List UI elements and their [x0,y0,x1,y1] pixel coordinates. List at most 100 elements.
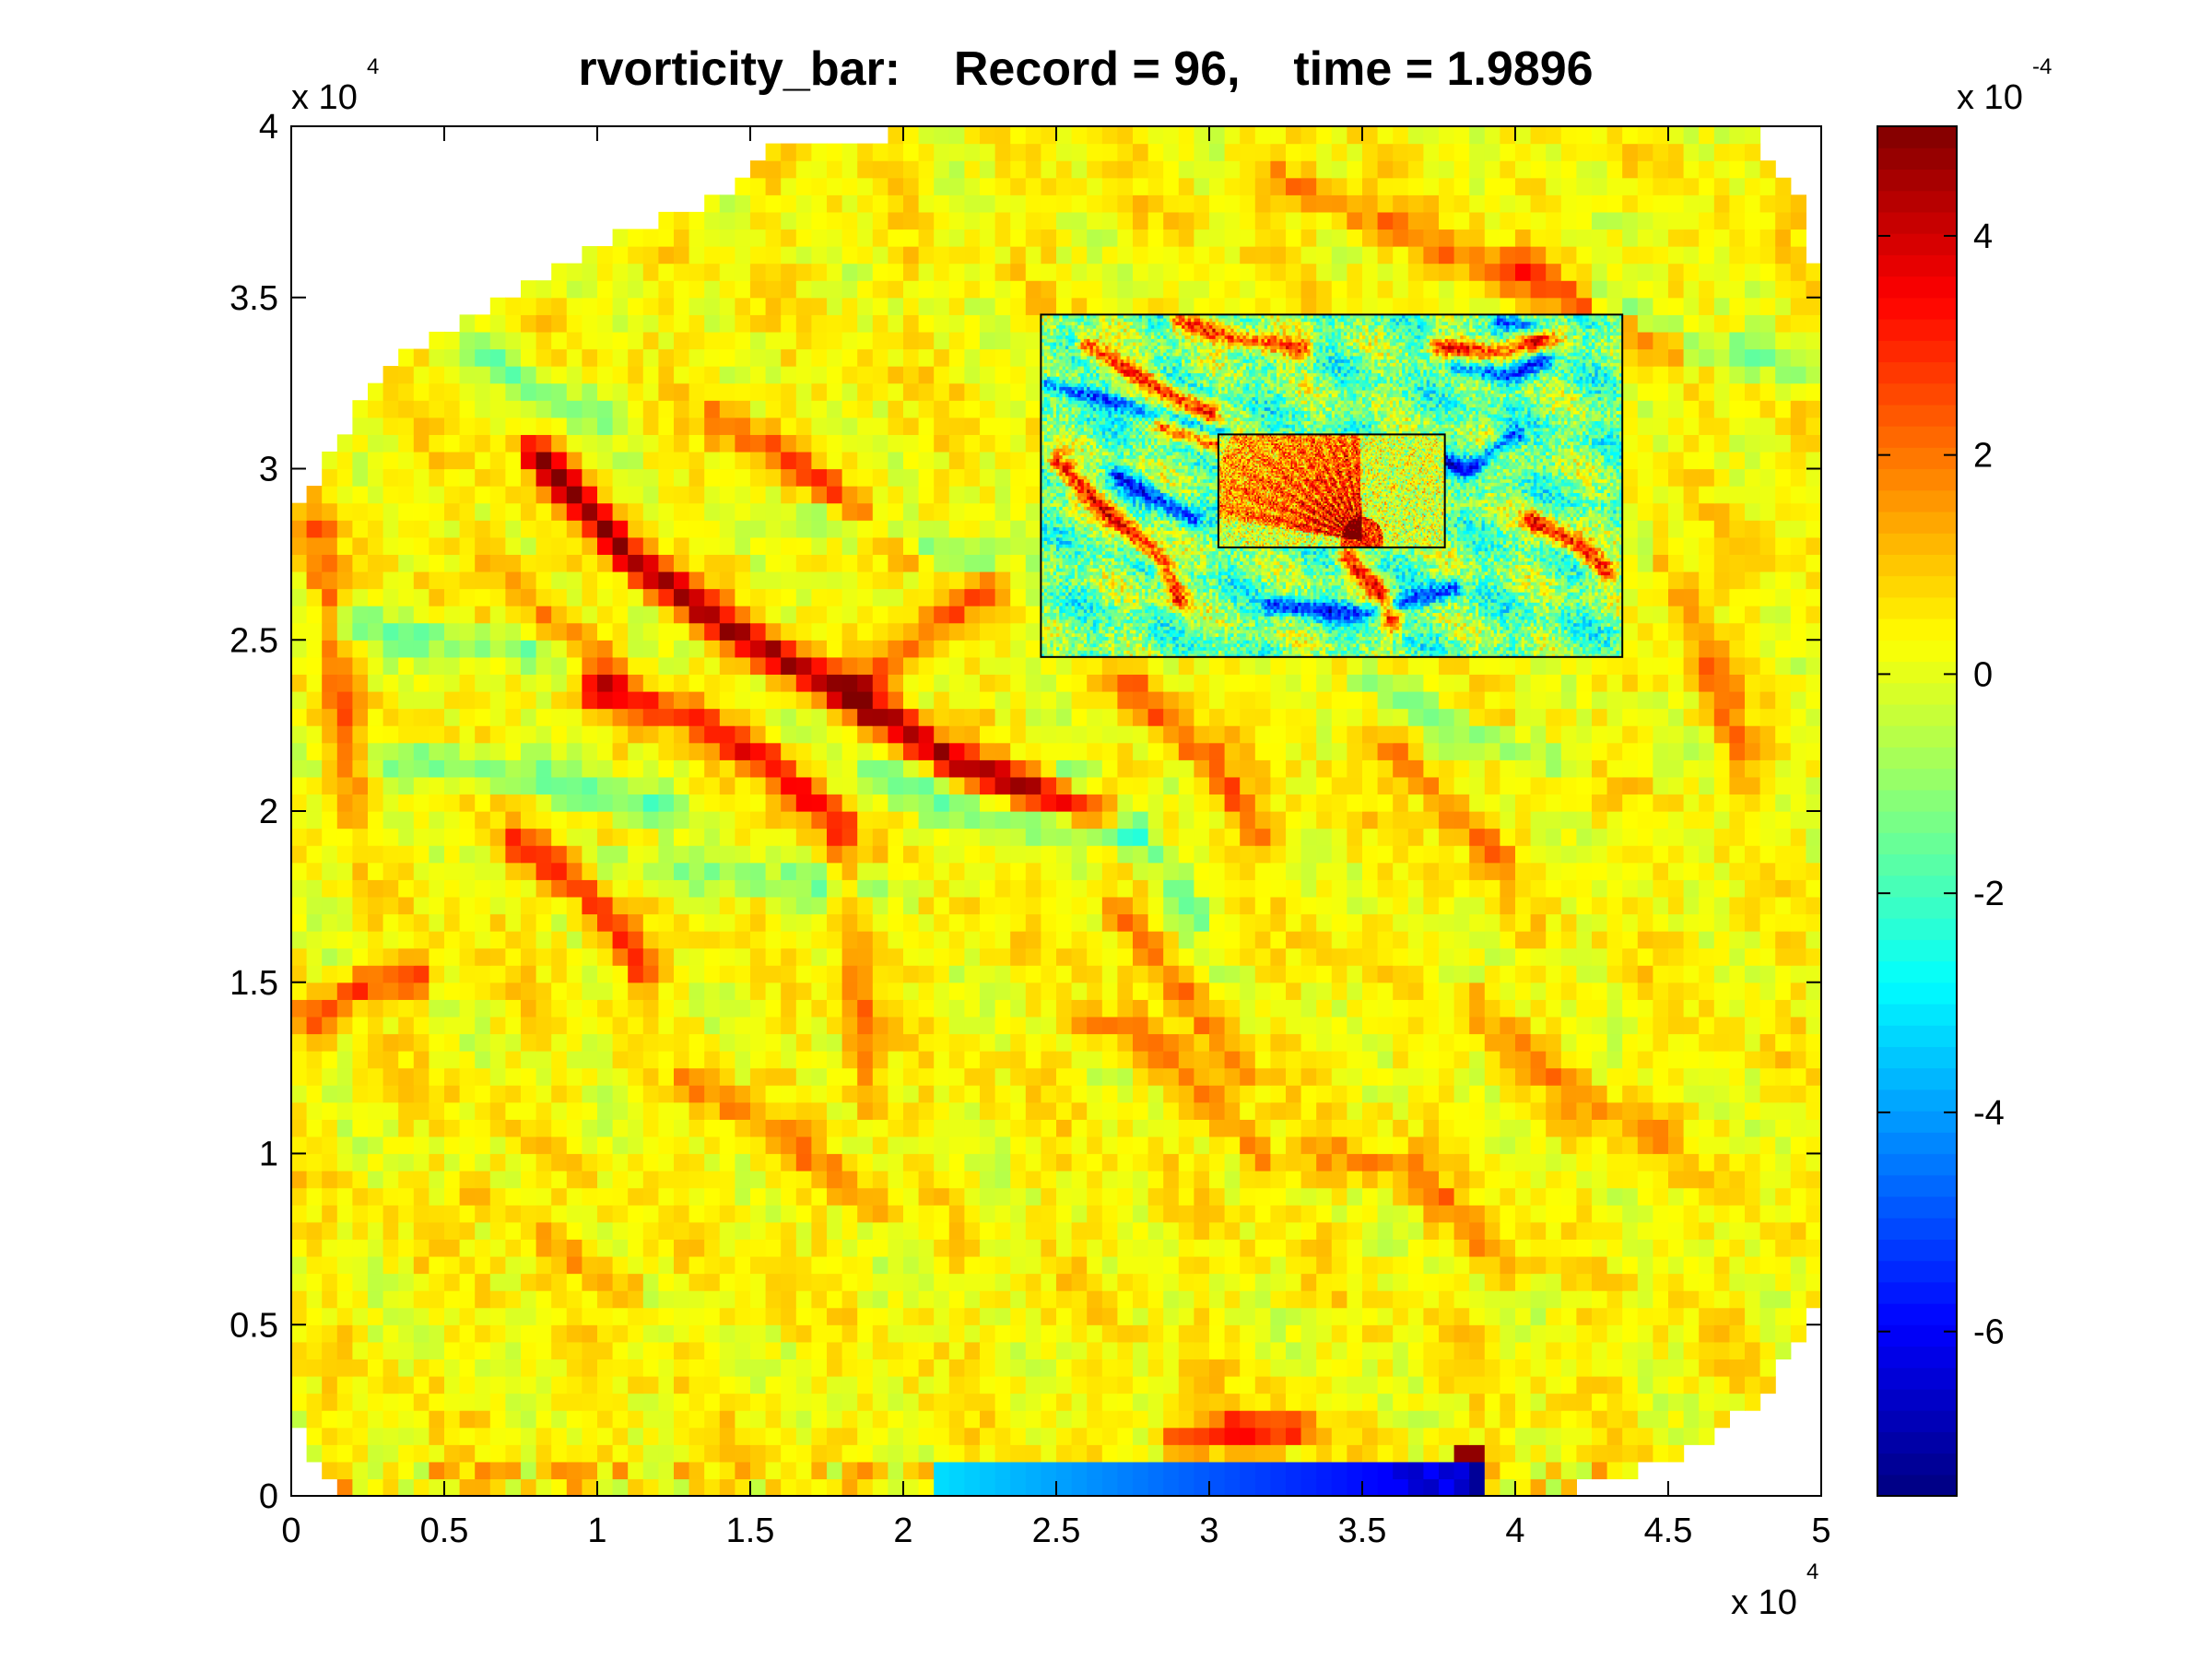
colorbar-axis: 4 2 0 -2 -4 -6 [1877,218,2005,1352]
colorbar-swatch [1877,918,1957,940]
colorbar-tick-label: -2 [1973,875,2005,913]
colorbar-swatch [1877,147,1957,171]
colorbar-multiplier-exponent: -4 [2032,54,2052,79]
nested-grid-1-outline [1040,313,1624,658]
colorbar-swatch [1877,426,1957,448]
colorbar-swatch [1877,1174,1957,1197]
colorbar-swatch [1877,1410,1957,1432]
colorbar-swatch [1877,382,1957,406]
colorbar-swatch [1877,1303,1957,1325]
colorbar-swatch [1877,1431,1957,1454]
x-tick-label: 4.5 [1644,1512,1693,1550]
colorbar-swatch [1877,1132,1957,1155]
colorbar-swatch [1877,297,1957,320]
colorbar-swatch [1877,1067,1957,1090]
colorbar-swatch [1877,1281,1957,1304]
colorbar [1877,126,1957,1497]
colorbar-swatch [1877,1111,1957,1133]
colorbar-swatch [1877,1003,1957,1026]
y-multiplier-exponent: 4 [367,54,379,79]
colorbar-tick-label: -6 [1973,1313,2005,1352]
x-tick-label: 4 [1505,1512,1524,1550]
colorbar-swatch [1877,1453,1957,1476]
x-tick-label: 3 [1199,1512,1218,1550]
nested-grid-boxes [1040,313,1624,658]
colorbar-swatch [1877,703,1957,726]
colorbar-multiplier-base: x 10 [1957,78,2023,117]
colorbar-tick-label: 0 [1973,655,1993,694]
colorbar-swatch [1877,1046,1957,1069]
colorbar-swatch [1877,468,1957,491]
x-tick-label: 0.5 [420,1512,469,1550]
x-tick-label: 1 [587,1512,606,1550]
colorbar-swatch [1877,1474,1957,1497]
colorbar-swatch [1877,1346,1957,1369]
y-tick-label: 0 [259,1477,278,1516]
colorbar-swatch [1877,489,1957,512]
y-multiplier: x 10 4 [291,54,379,117]
colorbar-swatch [1877,575,1957,598]
chart-title: rvorticity_bar: Record = 96, time = 1.98… [578,42,1593,96]
y-tick-label: 2.5 [229,621,278,660]
colorbar-swatch [1877,596,1957,619]
nested-grid-2-outline [1217,433,1446,548]
colorbar-swatch [1877,190,1957,213]
colorbar-swatch [1877,661,1957,684]
colorbar-swatch [1877,640,1957,663]
colorbar-swatch [1877,1260,1957,1283]
x-tick-label: 1.5 [726,1512,775,1550]
colorbar-swatch [1877,361,1957,384]
colorbar-tick-label: 2 [1973,437,1993,476]
y-tick-label: 3.5 [229,279,278,318]
colorbar-swatch [1877,447,1957,470]
colorbar-swatch [1877,318,1957,341]
colorbar-swatch [1877,1239,1957,1262]
colorbar-swatch [1877,340,1957,363]
x-multiplier-base: x 10 [1731,1583,1797,1622]
y-tick-label: 4 [259,108,278,147]
y-tick-label: 2 [259,793,278,831]
colorbar-swatch [1877,1088,1957,1112]
colorbar-swatch [1877,811,1957,833]
colorbar-swatch [1877,1367,1957,1390]
colorbar-multiplier: x 10 -4 [1957,54,2052,117]
colorbar-swatch [1877,554,1957,577]
colorbar-swatch [1877,211,1957,234]
colorbar-swatch [1877,1218,1957,1240]
vorticity-heatmap [291,126,1821,1496]
colorbar-swatch [1877,511,1957,534]
colorbar-tick-label: -4 [1973,1094,2005,1133]
y-tick-label: 3 [259,451,278,489]
colorbar-swatch [1877,1324,1957,1347]
colorbar-swatch [1877,875,1957,898]
colorbar-swatch [1877,832,1957,855]
x-tick-label: 5 [1811,1512,1830,1550]
colorbar-swatch [1877,276,1957,299]
colorbar-swatch [1877,896,1957,919]
x-multiplier-exponent: 4 [1806,1559,1818,1584]
colorbar-swatch [1877,747,1957,770]
colorbar-swatch [1877,1025,1957,1048]
colorbar-swatch [1877,789,1957,812]
colorbar-swatch [1877,1153,1957,1176]
colorbar-swatch [1877,618,1957,641]
x-tick-label: 3.5 [1338,1512,1387,1550]
colorbar-swatch [1877,1195,1957,1218]
colorbar-swatch [1877,533,1957,555]
x-tick-label: 2.5 [1032,1512,1081,1550]
colorbar-swatch [1877,939,1957,962]
colorbar-swatch [1877,169,1957,192]
y-tick-label: 0.5 [229,1306,278,1345]
y-multiplier-base: x 10 [291,78,358,117]
colorbar-swatch [1877,853,1957,877]
x-tick-label: 0 [281,1512,300,1550]
colorbar-tick-label: 4 [1973,218,1993,256]
colorbar-swatch [1877,233,1957,255]
colorbar-frame [1877,125,1958,1497]
x-tick-label: 2 [893,1512,912,1550]
colorbar-swatch [1877,682,1957,705]
x-multiplier: x 10 4 [1731,1559,1818,1622]
colorbar-swatch [1877,768,1957,791]
colorbar-swatch [1877,725,1957,747]
